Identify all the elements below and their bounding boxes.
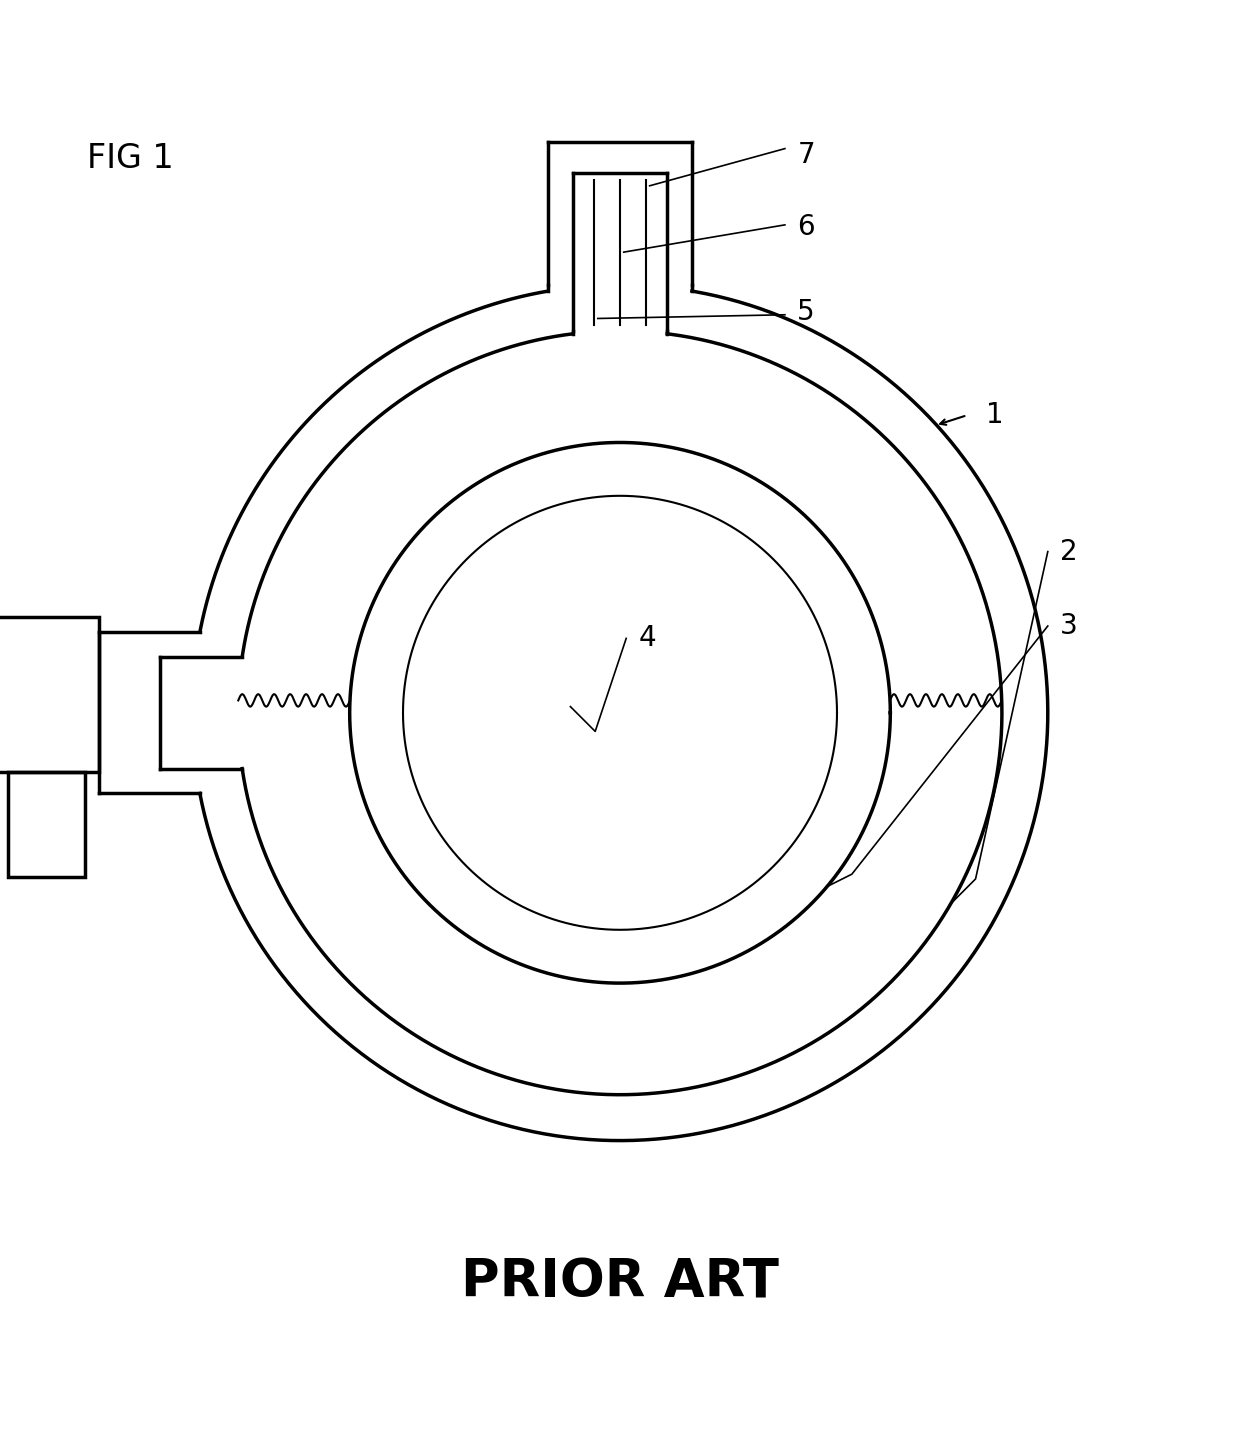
Text: 4: 4 <box>639 624 656 653</box>
Text: 1: 1 <box>986 401 1003 429</box>
Text: FIG 1: FIG 1 <box>87 142 174 175</box>
Text: PRIOR ART: PRIOR ART <box>461 1255 779 1309</box>
Text: 3: 3 <box>1060 613 1078 640</box>
Text: 2: 2 <box>1060 538 1078 565</box>
Bar <box>9 772 86 877</box>
Text: 7: 7 <box>797 141 815 168</box>
Text: 5: 5 <box>797 298 815 326</box>
Text: 6: 6 <box>797 213 815 242</box>
Bar <box>0 617 99 772</box>
